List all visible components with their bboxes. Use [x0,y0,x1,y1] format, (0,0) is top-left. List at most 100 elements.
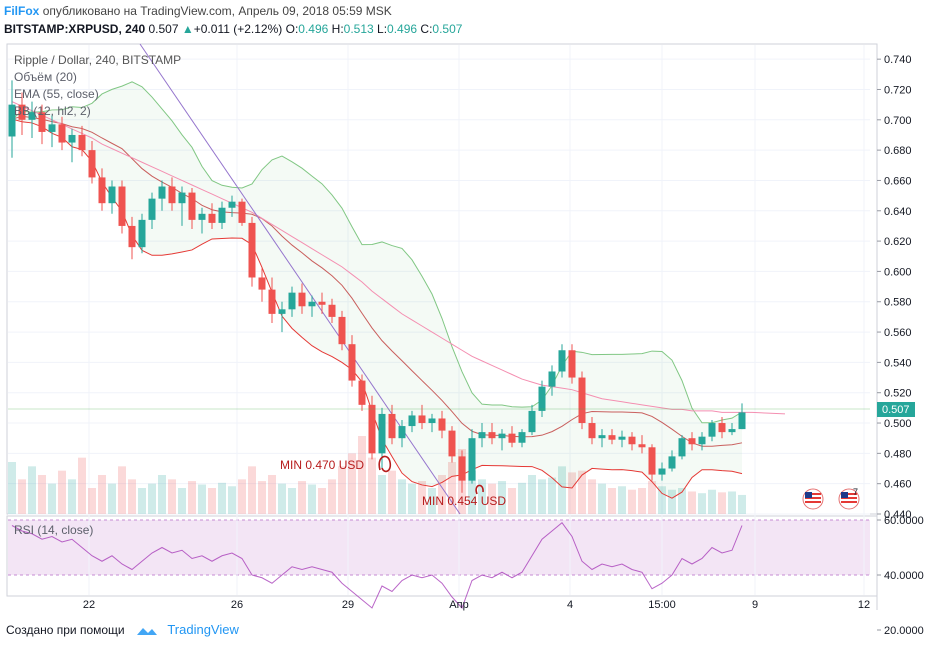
publish-text: опубликовано на TradingView.com, Апрель … [42,4,392,18]
candle-body [148,198,156,220]
volume-bar [8,462,16,514]
us-flag-group-icon[interactable]: 7 [838,487,860,510]
time-tick-label: Апр [449,599,468,611]
volume-bar [328,479,336,514]
candle-body [458,456,466,481]
candle-body [248,222,256,278]
candle-body [678,438,686,457]
candle-body [598,435,606,439]
volume-bar [138,488,146,514]
open-value: 0.496 [298,22,329,36]
volume-bar [678,488,686,514]
ema-line [11,101,786,415]
candle-body [278,309,286,314]
volume-bar [218,482,226,514]
time-tick-label: 12 [858,599,870,611]
candle-body [168,186,176,204]
trend-line[interactable] [139,43,461,515]
candle-body [348,344,356,381]
candle-body [228,201,236,208]
volume-bar [68,479,76,514]
candle-body [88,150,96,178]
volume-bar [338,466,346,514]
candle-body [668,456,676,469]
volume-bar [618,486,626,514]
volume-bar [668,489,676,514]
volume-bar [258,481,266,514]
volume-bar [198,484,206,514]
volume-bar [58,470,66,514]
candle-body [188,192,196,220]
volume-bar [498,481,506,514]
candle-body [508,433,516,443]
volume-bar [558,466,566,514]
volume-bar [88,488,96,514]
volume-bar [588,479,596,514]
volume-bar [278,483,286,514]
candle-body [298,292,306,307]
chart-title: Ripple / Dollar, 240, BITSTAMP [14,53,182,67]
time-tick-label: 15:00 [648,599,676,611]
candle-body [128,225,136,248]
rsi-tick-label: 40.0000 [884,570,924,582]
price-tick-label: 0.740 [884,54,912,66]
price-tick-label: 0.620 [884,236,912,248]
author-name[interactable]: FilFox [4,4,40,18]
publish-info: FilFox опубликовано на TradingView.com, … [4,4,392,18]
time-axis[interactable]: 22 26 29 Апр 4 15:00 9 12 [83,599,870,611]
footer: Создано при помощи TradingView [6,622,239,637]
volume-bar [148,483,156,514]
candle-body [618,436,626,440]
volume-bar [518,482,526,514]
candle-body [608,435,616,440]
volume-bar [448,462,456,514]
time-tick-label: 29 [342,599,354,611]
rsi-band [8,520,870,575]
candle-body [698,436,706,445]
volume-bar [18,479,26,514]
candle-body [238,201,246,223]
volume-bar [478,479,486,514]
min2-label: MIN 0.454 USD [422,494,506,508]
candle-body [138,219,146,248]
candle-body [578,377,586,424]
candle-body [158,186,166,199]
volume-bar [38,475,46,514]
volume-bar [688,491,696,514]
candle-body [98,177,106,204]
bb-legend[interactable]: BB (12, hl2, 2) [14,104,91,118]
candle-body [628,436,636,445]
volume-bar [658,486,666,514]
candle-body [478,432,486,439]
us-flag-icon[interactable] [802,488,824,510]
volume-bar [528,475,536,514]
rsi-tick-label: 20.0000 [884,625,924,637]
ema-legend[interactable]: EMA (55, close) [14,87,99,101]
open-label: O: [285,22,299,36]
ema-path [11,101,786,415]
volume-bar [318,488,326,514]
candle-body [588,423,596,439]
candle-body [18,104,26,120]
volume-legend[interactable]: Объём (20) [14,70,77,84]
symbol-name: BITSTAMP:XRPUSD, 240 [4,22,146,36]
candle-body [108,186,116,204]
candle-body [648,447,656,475]
volume-bar [428,488,436,514]
candle-body [318,301,326,305]
price-tick-label: 0.480 [884,448,912,460]
tradingview-link[interactable]: TradingView [167,622,239,637]
rsi-axis[interactable]: 60.0000 40.0000 20.0000 [877,515,924,637]
price-axis[interactable]: 0.740 0.720 0.700 0.680 0.660 0.640 0.620 0.600… [877,54,912,521]
volume-bar [648,481,656,514]
volume-bar [738,494,746,514]
candle-body [378,413,386,454]
candle-body [8,104,16,137]
tradingview-logo-icon [136,627,157,635]
rsi-legend[interactable]: RSI (14, close) [14,523,94,537]
volume-bar [608,488,616,514]
volume-bar [398,479,406,514]
last-price: 0.507 [148,22,179,36]
candles [8,80,746,493]
